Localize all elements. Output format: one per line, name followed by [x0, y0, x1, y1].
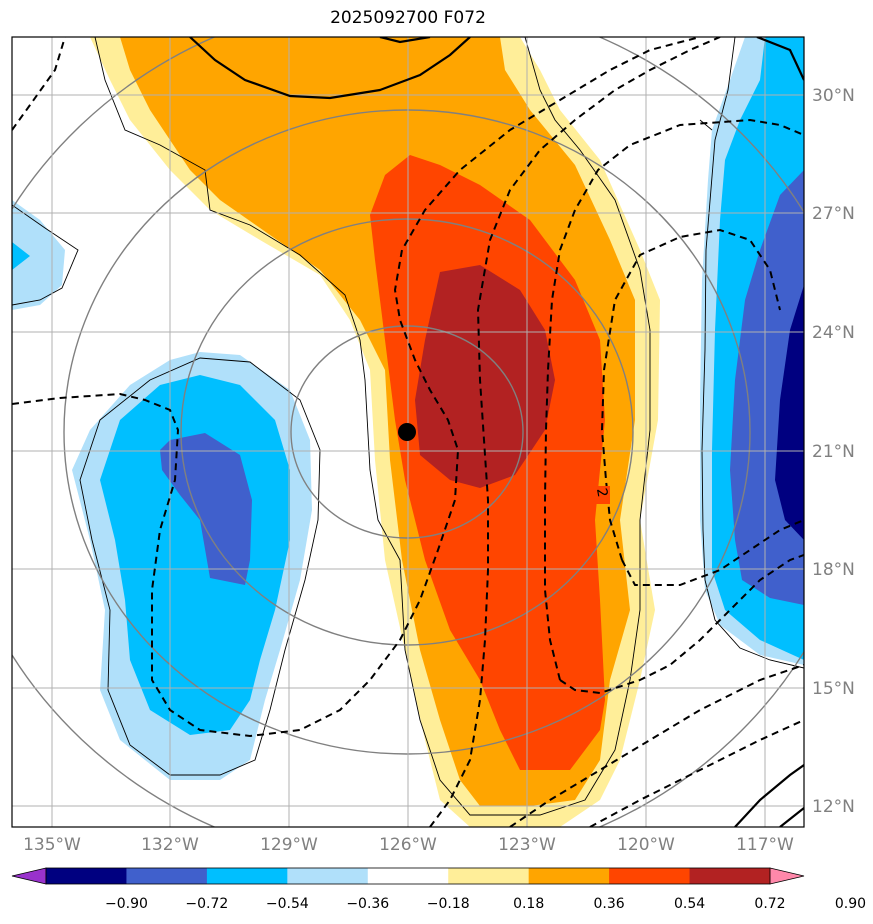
lon-tick-label: 126°W — [379, 835, 437, 855]
colorbar-tick-label: −0.90 — [105, 896, 148, 912]
contour-label: 2 — [593, 487, 610, 499]
colorbar-tick-label: 0.36 — [594, 896, 625, 912]
shade-negative-navy-right — [775, 285, 804, 540]
lat-tick-label: 24°N — [812, 323, 855, 343]
lon-tick-label: 132°W — [141, 835, 199, 855]
lat-tick-label: 15°N — [812, 679, 855, 699]
plot-frame — [11, 36, 805, 828]
colorbar-tick-label: 0.54 — [674, 896, 705, 912]
shade-negative-royalblue-left — [160, 433, 252, 585]
colorbar-under-extension — [11, 867, 47, 885]
colorbar: −0.90 −0.72 −0.54 −0.36 −0.18 0.18 0.36 0.54 0.7… — [11, 867, 866, 912]
lat-tick-label: 21°N — [812, 442, 855, 462]
lat-tick-label: 30°N — [812, 86, 855, 106]
colorbar-swatch — [448, 868, 530, 884]
colorbar-swatch — [528, 868, 610, 884]
colorbar-tick-label: 0.18 — [513, 896, 544, 912]
lon-tick-label: 123°W — [498, 835, 556, 855]
lat-tick-label: 18°N — [812, 560, 855, 580]
colorbar-tick-label: −0.18 — [427, 896, 470, 912]
lon-tick-label: 135°W — [23, 835, 81, 855]
chart-title: 2025092700 F072 — [330, 8, 486, 28]
colorbar-tick-label: −0.54 — [266, 896, 309, 912]
lon-tick-label: 129°W — [260, 835, 318, 855]
shade-positive-firebrick — [415, 265, 555, 488]
colorbar-frame — [45, 867, 771, 885]
shade-negative-deepskyblue-edge — [12, 242, 30, 270]
lon-tick-label: 117°W — [736, 835, 794, 855]
colorbar-swatch — [609, 868, 691, 884]
colorbar-swatch — [126, 868, 208, 884]
colorbar-tick-label: −0.72 — [185, 896, 228, 912]
storm-center-marker — [398, 423, 416, 441]
colorbar-tick-label: 0.72 — [754, 896, 785, 912]
colorbar-over-extension — [769, 867, 805, 885]
lon-tick-label: 120°W — [617, 835, 675, 855]
lon-tick-labels: 135°W 132°W 129°W 126°W 123°W 120°W 117°… — [23, 835, 794, 855]
colorbar-swatch — [206, 868, 288, 884]
colorbar-tick-label: −0.36 — [346, 896, 389, 912]
lat-tick-labels: 30°N 27°N 24°N 21°N 18°N 15°N 12°N — [812, 86, 855, 817]
colorbar-swatch — [367, 868, 449, 884]
colorbar-swatch — [287, 868, 369, 884]
solid-contours — [189, 37, 804, 827]
lat-tick-label: 27°N — [812, 204, 855, 224]
dashed-contours — [12, 37, 804, 827]
colorbar-swatch — [46, 868, 127, 884]
lat-tick-label: 12°N — [812, 797, 855, 817]
colorbar-tick-label: 0.90 — [835, 896, 866, 912]
distance-circles — [12, 37, 804, 827]
map-plot-area: 2 — [12, 37, 804, 827]
colorbar-swatch — [689, 868, 771, 884]
